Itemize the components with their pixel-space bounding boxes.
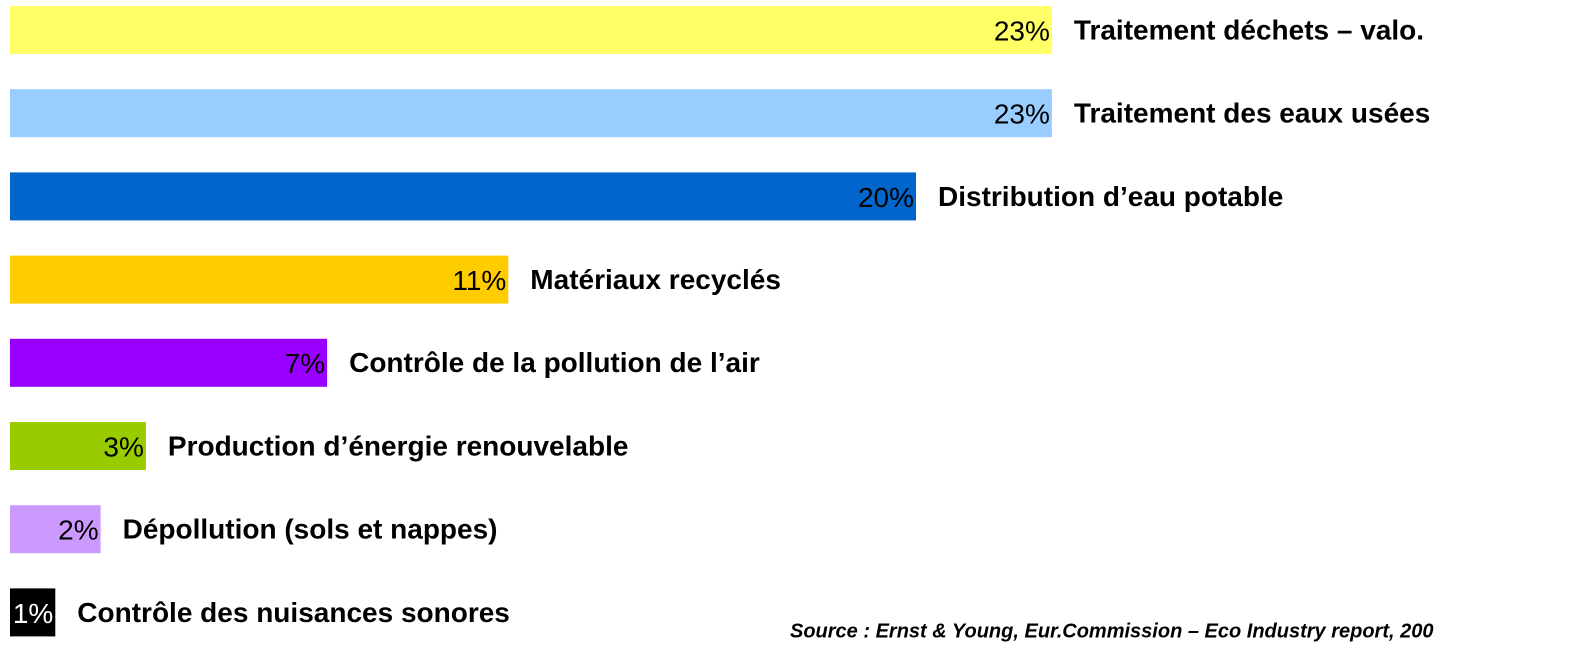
bar [10,422,146,470]
value-label: 1% [13,598,53,629]
category-label: Contrôle des nuisances sonores [77,597,510,628]
bar [10,588,56,637]
source-note: Source : Ernst & Young, Eur.Commission –… [790,620,1433,642]
category-label: Production d’énergie renouvelable [168,430,629,461]
bar [10,6,1052,54]
bar [10,172,916,221]
value-label: 3% [103,431,143,462]
value-label: 20% [858,182,914,213]
category-label: Matériaux recyclés [530,264,781,295]
value-label: 11% [452,265,506,296]
value-label: 23% [994,15,1050,46]
value-label: 23% [994,99,1050,130]
bar [10,255,509,304]
value-label: 7% [285,348,325,379]
bar [10,338,328,387]
category-label: Dépollution (sols et nappes) [123,514,498,545]
bar [10,505,101,554]
bar [10,89,1052,138]
value-label: 2% [58,515,98,546]
category-label: Traitement des eaux usées [1074,98,1430,129]
category-label: Traitement déchets – valo. [1074,14,1424,45]
category-label: Distribution d’eau potable [938,181,1283,212]
category-label: Contrôle de la pollution de l’air [349,347,760,378]
